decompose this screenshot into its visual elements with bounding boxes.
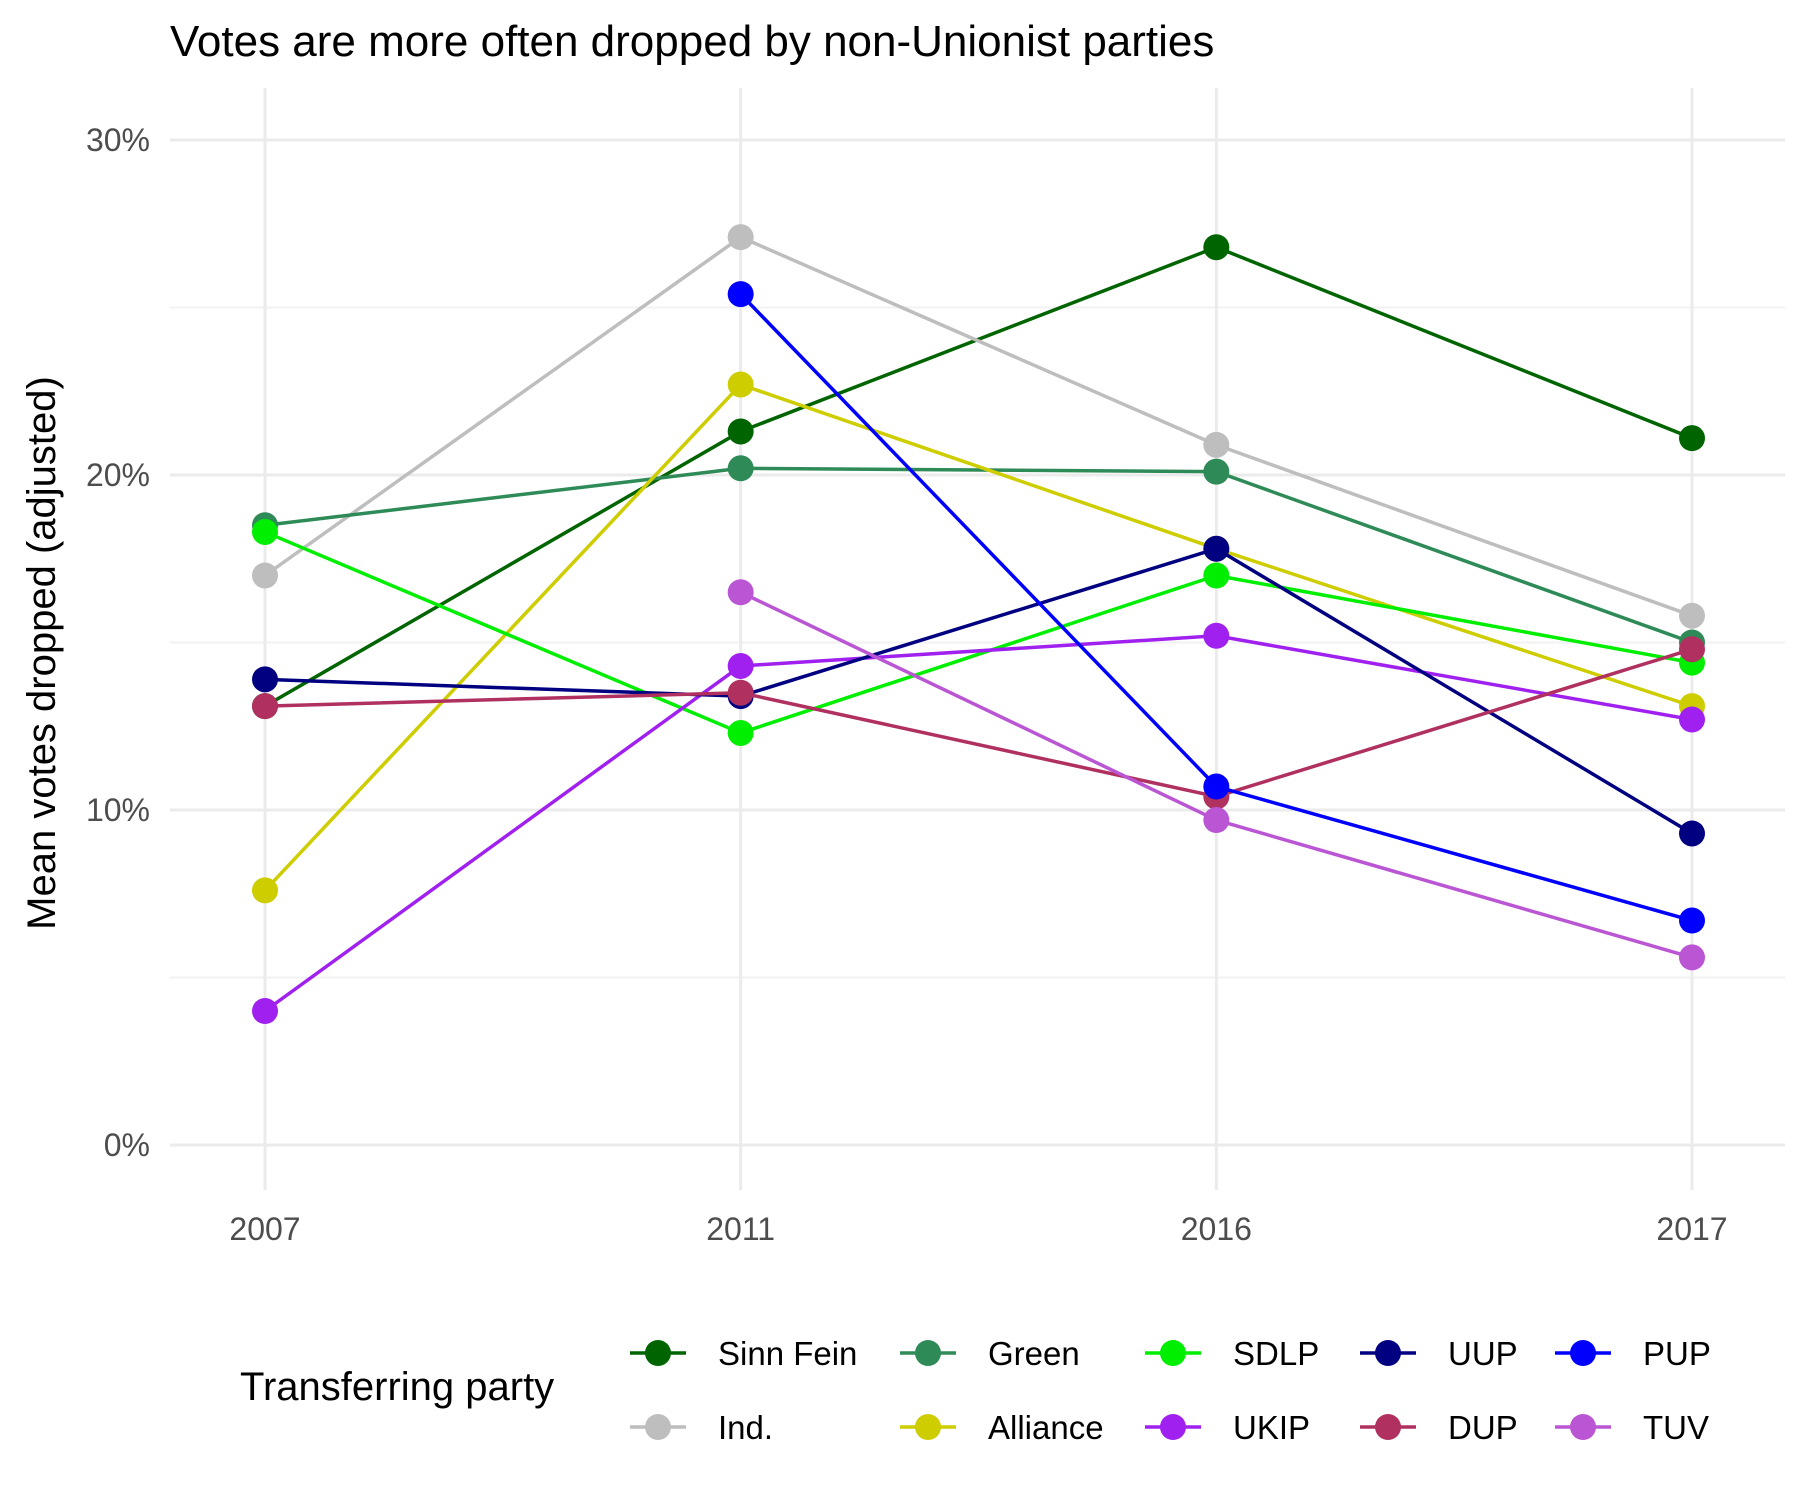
legend-key-point [915,1414,941,1440]
series-sdlp [252,518,1705,746]
series-alliance [252,371,1705,904]
data-point [1679,425,1705,452]
data-point [727,579,754,606]
data-point [1679,636,1705,663]
data-point [727,281,754,308]
legend-key-point [1375,1414,1401,1440]
legend-item-dup: DUP [1360,1409,1518,1446]
data-point [727,418,754,445]
y-tick-label: 30% [86,122,150,158]
series-line [264,647,1693,799]
x-tick-label: 2017 [1656,1211,1727,1247]
series-uup [252,535,1705,847]
legend-label: UUP [1448,1335,1518,1372]
legend-title: Transferring party [240,1365,554,1409]
y-axis-title: Mean votes dropped (adjusted) [20,376,64,930]
data-point [1679,907,1705,934]
legend-item-pup: PUP [1555,1335,1711,1372]
legend-label: DUP [1448,1409,1518,1446]
data-point [1203,535,1230,562]
data-point [252,518,278,545]
data-point [252,562,278,589]
series-line [264,546,1693,835]
chart-title: Votes are more often dropped by non-Unio… [170,17,1214,66]
data-point [1203,622,1230,649]
series-line [263,382,1693,892]
legend-item-uup: UUP [1360,1335,1518,1372]
y-tick-label: 0% [104,1127,150,1163]
data-point [1679,602,1705,629]
data-point [727,224,754,251]
legend-item-green: Green [900,1335,1080,1372]
data-point [1203,234,1230,261]
series-line [263,235,1693,618]
data-point [727,679,754,706]
legend-label: TUV [1643,1409,1709,1446]
data-point [252,666,278,693]
legend-key-point [1570,1340,1596,1366]
legend-key-point [1375,1340,1401,1366]
series-tuv [727,579,1705,971]
legend-label: Ind. [718,1409,773,1446]
legend-label: Alliance [988,1409,1104,1446]
y-tick-label: 20% [86,457,150,493]
legend-label: Sinn Fein [718,1335,857,1372]
y-tick-label: 10% [86,792,150,828]
legend-key-point [645,1340,671,1366]
legend-label: Green [988,1335,1080,1372]
data-point [727,455,754,482]
grid [170,88,1785,1190]
x-tick-label: 2016 [1181,1211,1252,1247]
data-point [1679,944,1705,971]
legend-key-point [1570,1414,1596,1440]
x-tick-label: 2007 [229,1211,300,1247]
legend-key-point [1160,1414,1186,1440]
legend: Transferring party Sinn Fein Green SDLP UUP… [240,1335,1711,1446]
data-point [1203,773,1230,800]
series-pup [727,281,1705,934]
series-dup [252,636,1705,810]
legend-item-alliance: Alliance [900,1409,1104,1446]
data-point [1203,431,1230,458]
series-ukip [252,622,1705,1024]
series-line [264,530,1693,735]
series-line [264,245,1693,708]
data-point [1679,706,1705,733]
series-ind- [252,224,1705,629]
x-axis: 2007 2011 2016 2017 [229,1211,1727,1247]
y-axis: 0% 10% 20% 30% [86,122,150,1163]
legend-item-ukip: UKIP [1145,1409,1310,1446]
data-point [252,877,278,904]
legend-key-point [645,1414,671,1440]
data-point [1203,807,1230,834]
legend-label: SDLP [1233,1335,1319,1372]
series-line [263,634,1693,1013]
legend-label: UKIP [1233,1409,1310,1446]
legend-item-sinn-fein: Sinn Fein [630,1335,857,1372]
legend-label: PUP [1643,1335,1711,1372]
series-line [264,466,1693,645]
data-point [252,693,278,720]
legend-item-sdlp: SDLP [1145,1335,1319,1372]
data-point [1203,458,1230,485]
data-point [727,371,754,398]
series [252,224,1705,1024]
data-point [252,998,278,1024]
legend-item-tuv: TUV [1555,1409,1709,1446]
legend-key-point [915,1340,941,1366]
data-point [1679,820,1705,847]
data-point [727,652,754,679]
x-tick-label: 2011 [706,1211,775,1247]
legend-item-ind-: Ind. [630,1409,773,1446]
data-point [727,719,754,746]
data-point [1203,562,1230,589]
legend-key-point [1160,1340,1186,1366]
